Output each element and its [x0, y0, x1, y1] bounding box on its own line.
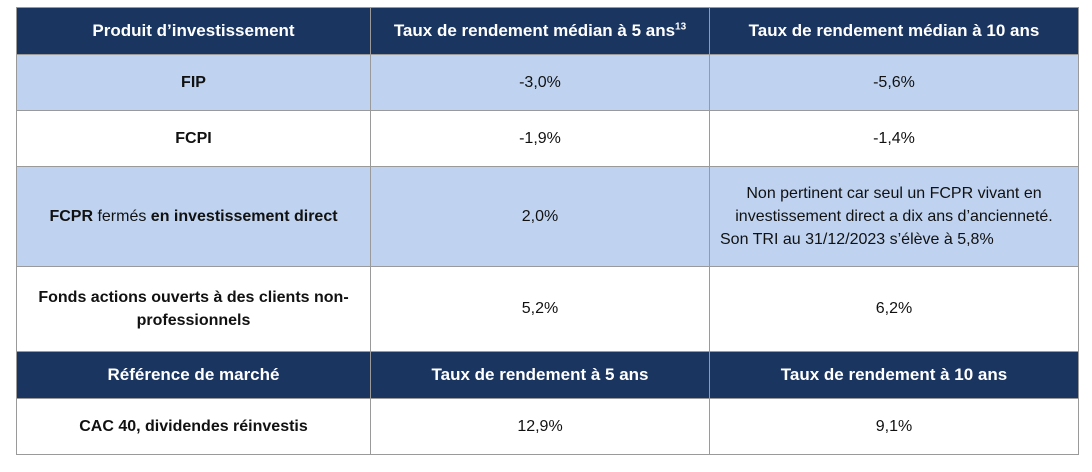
product-name: FCPI: [16, 110, 371, 167]
table-row: FCPI -1,9% -1,4%: [16, 110, 1079, 167]
return-5y-value: 5,2%: [370, 266, 710, 352]
product-name: FIP: [16, 54, 371, 111]
header-return-10y: Taux de rendement médian à 10 ans: [709, 7, 1079, 55]
header-product: Produit d’investissement: [16, 7, 371, 55]
product-name: FCPR fermés en investissement direct: [16, 166, 371, 267]
return-10y-note: Non pertinent car seul un FCPR vivant en…: [709, 166, 1079, 267]
header-market-reference: Référence de marché: [16, 351, 371, 399]
table-row: FCPR fermés en investissement direct 2,0…: [16, 166, 1079, 267]
return-10y-value: -5,6%: [709, 54, 1079, 111]
header-return-5y-label: Taux de rendement médian à 5 ans: [393, 21, 676, 40]
return-10y-value: -1,4%: [709, 110, 1079, 167]
return-5y-value: 2,0%: [370, 166, 710, 267]
footnote-marker: 13: [675, 21, 687, 33]
market-return-5y-value: 12,9%: [370, 398, 710, 455]
market-return-10y-value: 9,1%: [709, 398, 1079, 455]
market-name: CAC 40, dividendes réinvestis: [16, 398, 371, 455]
return-10y-value: 6,2%: [709, 266, 1079, 352]
investment-returns-table: Produit d’investissement Taux de rendeme…: [16, 7, 1079, 455]
product-name-part: fermés: [93, 207, 151, 225]
header-market-return-10y: Taux de rendement à 10 ans: [709, 351, 1079, 399]
table-header-row: Produit d’investissement Taux de rendeme…: [16, 7, 1079, 55]
table-row: Fonds actions ouverts à des clients non-…: [16, 266, 1079, 352]
return-5y-value: -1,9%: [370, 110, 710, 167]
product-name-part: FCPR: [49, 207, 93, 225]
market-header-row: Référence de marché Taux de rendement à …: [16, 351, 1079, 399]
product-name: Fonds actions ouverts à des clients non-…: [16, 266, 371, 352]
table-row: CAC 40, dividendes réinvestis 12,9% 9,1%: [16, 398, 1079, 455]
table-row: FIP -3,0% -5,6%: [16, 54, 1079, 111]
header-market-return-5y: Taux de rendement à 5 ans: [370, 351, 710, 399]
header-return-5y: Taux de rendement médian à 5 ans13: [370, 7, 710, 55]
return-5y-value: -3,0%: [370, 54, 710, 111]
product-name-part: en investissement direct: [150, 207, 338, 225]
